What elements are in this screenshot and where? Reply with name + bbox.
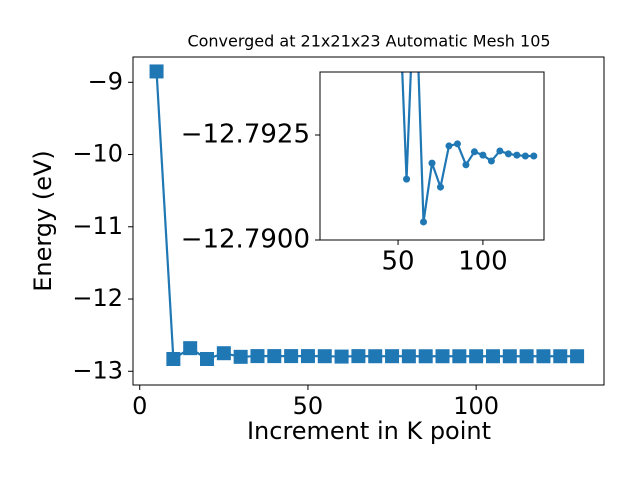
line	[155, 71, 578, 361]
marker	[250, 349, 265, 364]
y-tick-label: −10	[72, 140, 123, 168]
marker	[479, 151, 487, 159]
axes-frame	[319, 71, 545, 241]
marker	[536, 349, 551, 364]
marker	[385, 349, 400, 364]
marker	[502, 349, 517, 364]
x-tick-label: 100	[458, 247, 508, 277]
marker	[166, 351, 181, 366]
marker	[267, 349, 282, 364]
marker	[216, 346, 231, 361]
marker	[452, 349, 467, 364]
marker	[436, 183, 444, 191]
marker	[496, 147, 504, 155]
marker	[200, 351, 215, 366]
axes-frame	[132, 56, 605, 386]
marker	[435, 349, 450, 364]
x-tick-label: 0	[132, 392, 147, 420]
marker	[504, 150, 512, 158]
marker	[149, 64, 164, 79]
marker	[521, 152, 529, 160]
marker	[334, 349, 349, 364]
plot-area	[401, 72, 538, 226]
x-tick-label: 100	[453, 392, 499, 420]
marker	[487, 157, 495, 165]
marker	[485, 349, 500, 364]
marker	[513, 151, 521, 159]
y-tick-label: −11	[72, 212, 123, 240]
marker	[233, 349, 248, 364]
y-axis-label: Energy (eV)	[29, 150, 57, 292]
marker	[418, 349, 433, 364]
y-tick-label: −12.7925	[181, 120, 310, 150]
x-tick-label: 50	[293, 392, 324, 420]
x-axis-label: Increment in K point	[247, 417, 491, 445]
x-tick-label: 50	[382, 247, 415, 277]
y-tick-label: −12.7900	[181, 225, 310, 255]
marker	[183, 341, 198, 356]
plot-area	[149, 64, 585, 366]
marker	[401, 349, 416, 364]
marker	[403, 175, 411, 183]
y-tick-label: −9	[88, 67, 123, 95]
marker	[553, 349, 568, 364]
marker	[420, 218, 428, 226]
marker	[300, 349, 315, 364]
marker	[453, 140, 461, 148]
marker	[470, 148, 478, 156]
marker	[317, 349, 332, 364]
marker	[530, 152, 538, 160]
marker	[428, 159, 436, 167]
marker	[469, 349, 484, 364]
marker	[519, 349, 534, 364]
marker	[351, 349, 366, 364]
chart-title: Converged at 21x21x23 Automatic Mesh 105	[187, 32, 550, 51]
y-tick-label: −13	[72, 356, 123, 384]
marker	[368, 349, 383, 364]
y-tick-label: −12	[72, 284, 123, 312]
marker	[284, 349, 299, 364]
marker	[462, 161, 470, 169]
marker	[445, 142, 453, 150]
marker	[570, 349, 585, 364]
